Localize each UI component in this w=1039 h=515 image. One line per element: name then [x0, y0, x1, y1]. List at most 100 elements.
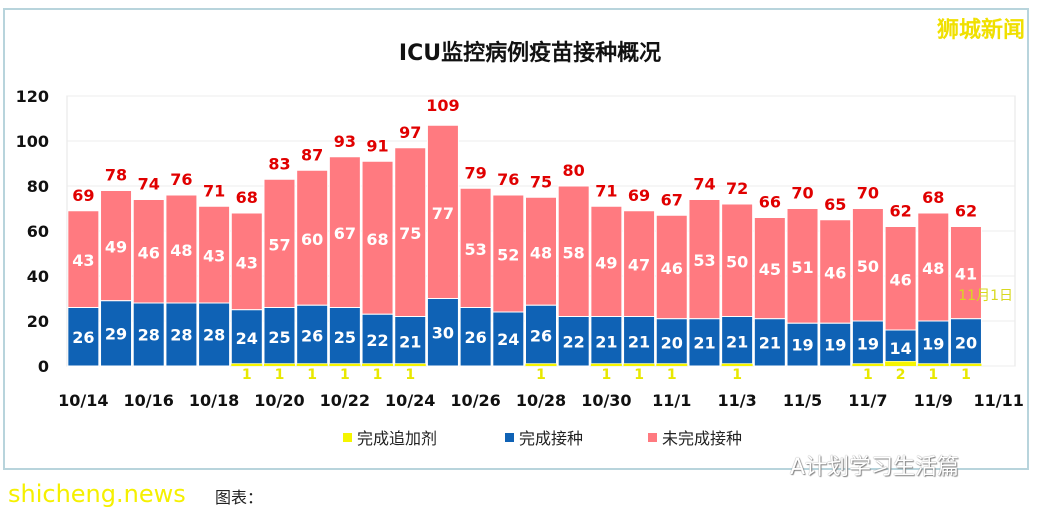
incomplete-label: 47 [628, 256, 650, 275]
complete-label: 26 [301, 327, 323, 346]
chart-title: ICU监控病例疫苗接种概况 [399, 40, 661, 66]
complete-label: 24 [497, 330, 519, 349]
bar-segment-complete [525, 304, 557, 365]
complete-label: 28 [170, 326, 192, 345]
bar-segment-incomplete [851, 208, 884, 322]
bar-segment-booster [917, 363, 949, 366]
bar-segment-booster [950, 363, 982, 366]
incomplete-label: 77 [432, 204, 454, 223]
incomplete-label: 75 [399, 224, 421, 243]
bar-segment-complete [851, 320, 884, 365]
annotation: 11月1日 [958, 288, 1013, 304]
bar-segment-complete [688, 318, 721, 367]
y-tick-label: 80 [27, 177, 49, 196]
incomplete-label: 53 [464, 240, 486, 259]
incomplete-label: 48 [530, 243, 552, 262]
y-tick-label: 0 [38, 357, 49, 376]
incomplete-label: 68 [366, 230, 388, 249]
booster-label: 1 [602, 367, 612, 383]
bar-segment-booster [590, 363, 622, 366]
total-label: 83 [268, 154, 290, 173]
complete-label: 20 [661, 333, 683, 352]
bar-segment-complete [753, 318, 786, 367]
total-label: 67 [661, 190, 683, 209]
total-label: 62 [955, 202, 977, 221]
bar-segment-complete [917, 320, 950, 365]
incomplete-label: 43 [203, 247, 225, 266]
x-tick-label: 10/20 [254, 391, 304, 410]
complete-label: 14 [889, 339, 911, 358]
complete-label: 26 [464, 328, 486, 347]
total-label: 76 [170, 170, 192, 189]
watermark-top-right: 狮城新闻 [936, 18, 1025, 43]
x-tick-label: 11/11 [973, 391, 1023, 410]
x-tick-label: 11/3 [718, 391, 757, 410]
bar-segment-booster [296, 363, 328, 366]
total-label: 68 [236, 188, 258, 207]
total-label: 93 [334, 132, 356, 151]
complete-label: 26 [530, 327, 552, 346]
bar-segment-booster [362, 363, 394, 366]
x-tick-label: 10/16 [124, 391, 174, 410]
total-label: 74 [693, 175, 715, 194]
legend-label: 未完成接种 [662, 429, 742, 448]
x-tick-label: 11/9 [914, 391, 953, 410]
total-label: 74 [138, 175, 160, 194]
bar-segment-incomplete [623, 210, 656, 317]
booster-label: 1 [732, 367, 742, 383]
incomplete-label: 58 [563, 243, 585, 262]
y-tick-label: 120 [16, 87, 49, 106]
total-label: 71 [203, 181, 225, 200]
incomplete-label: 48 [922, 259, 944, 278]
bar-segment-booster [231, 363, 263, 366]
legend-swatch [505, 433, 514, 442]
bar-segment-complete [819, 322, 852, 367]
complete-label: 22 [366, 331, 388, 350]
bar-segment-booster [394, 363, 426, 366]
bar-segment-complete [100, 300, 133, 367]
x-tick-label: 11/7 [848, 391, 887, 410]
total-label: 66 [759, 193, 781, 212]
complete-label: 21 [399, 332, 421, 351]
x-tick-label: 10/14 [58, 391, 108, 410]
bar-segment-incomplete [721, 203, 754, 317]
bar-segment-complete [884, 329, 917, 362]
bar-segment-complete [786, 322, 819, 367]
x-tick-label: 11/5 [783, 391, 822, 410]
incomplete-label: 57 [268, 235, 290, 254]
total-label: 69 [72, 186, 94, 205]
booster-label: 1 [275, 367, 285, 383]
incomplete-label: 52 [497, 246, 519, 265]
booster-label: 1 [928, 367, 938, 383]
complete-label: 26 [72, 328, 94, 347]
caption: 图表： [215, 488, 264, 507]
bar-segment-complete [426, 298, 459, 367]
incomplete-label: 46 [824, 264, 846, 283]
booster-label: 1 [667, 367, 677, 383]
bar-segment-booster [263, 363, 295, 366]
complete-label: 28 [138, 326, 160, 345]
complete-label: 20 [955, 333, 977, 352]
bar-segment-incomplete [328, 156, 361, 308]
bar-segment-complete [230, 309, 263, 365]
incomplete-label: 50 [857, 257, 879, 276]
bar-segment-complete [459, 307, 492, 367]
bar-segment-incomplete [525, 196, 557, 306]
complete-label: 25 [334, 328, 356, 347]
complete-label: 19 [857, 335, 879, 354]
y-tick-label: 20 [27, 312, 49, 331]
complete-label: 30 [432, 323, 454, 342]
watermark-bottom-left: shicheng.news [8, 480, 186, 508]
bar-segment-incomplete [132, 199, 165, 304]
bar-segment-complete [67, 307, 100, 367]
bar-segment-complete [721, 316, 754, 365]
bar-segment-incomplete [426, 124, 459, 299]
bar-segment-incomplete [557, 185, 590, 317]
legend-label: 完成追加剂 [357, 429, 437, 448]
y-tick-label: 60 [27, 222, 49, 241]
bar-segment-booster [885, 361, 917, 366]
total-label: 62 [889, 202, 911, 221]
complete-label: 21 [595, 332, 617, 351]
bar-segment-complete [590, 316, 623, 365]
incomplete-label: 46 [661, 259, 683, 278]
